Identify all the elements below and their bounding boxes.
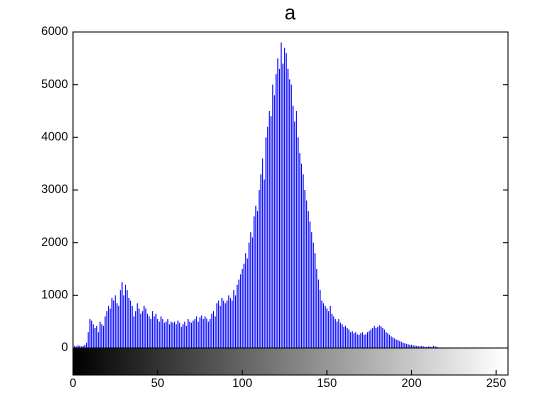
y-tick-label: 5000: [41, 77, 68, 91]
y-tick-label: 6000: [41, 24, 68, 38]
x-tick-label: 0: [70, 376, 77, 390]
y-tick-label: 0: [61, 340, 68, 354]
colorbar: [73, 348, 505, 375]
y-tick-label: 3000: [41, 182, 68, 196]
axes-box: [72, 31, 509, 376]
y-tick-label: 4000: [41, 130, 68, 144]
chart-title: a: [284, 2, 296, 24]
x-tick-label: 100: [232, 376, 252, 390]
x-tick-label: 50: [151, 376, 165, 390]
x-tick-label: 250: [486, 376, 506, 390]
x-tick-label: 200: [402, 376, 422, 390]
y-tick-label: 1000: [41, 288, 68, 302]
y-tick-label: 2000: [41, 235, 68, 249]
x-tick-label: 150: [317, 376, 337, 390]
